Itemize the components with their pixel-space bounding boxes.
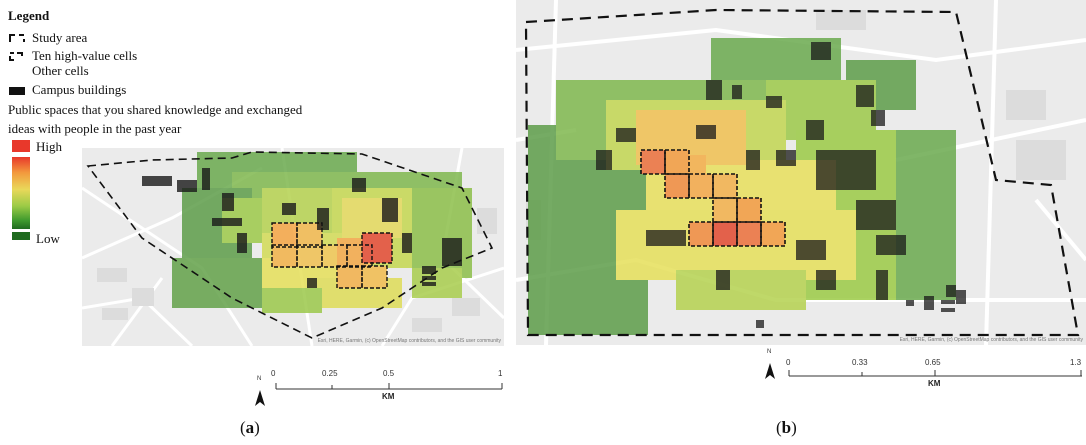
legend-label: Other cells <box>32 63 89 78</box>
scale-bar-b: 0 0.33 0.65 1.3 KM <box>786 356 1082 396</box>
map-panel-a: Esri, HERE, Garmin, (c) OpenStreetMap co… <box>82 148 504 346</box>
map-a-study-area-outline <box>86 151 494 339</box>
scale-tick: 0.33 <box>852 358 868 367</box>
scale-tick: 0 <box>271 369 276 378</box>
scale-unit: KM <box>382 392 395 401</box>
ramp-low-swatch <box>12 232 30 240</box>
scale-tick: 1.3 <box>1070 358 1082 367</box>
color-ramp <box>12 157 30 229</box>
scale-unit: KM <box>928 379 941 388</box>
caption-b: (b) <box>776 418 797 437</box>
legend-item-study-area: Study area <box>8 30 87 46</box>
map-b-campus-buildings <box>596 42 966 328</box>
campus-building-symbol <box>8 84 26 96</box>
map-a-canvas <box>82 148 504 346</box>
study-area-symbol <box>8 32 26 44</box>
map-b-study-area-outline <box>524 8 1080 337</box>
scale-tick: 0.25 <box>322 369 338 378</box>
north-arrow-icon: N <box>252 376 268 408</box>
high-value-cell-symbol <box>8 50 26 62</box>
ramp-high-swatch <box>12 140 30 152</box>
ramp-high-label: High <box>36 139 62 154</box>
map-b-heat-cells <box>528 38 956 335</box>
other-cells-symbol <box>8 65 26 77</box>
caption-a: (a) <box>240 418 260 437</box>
legend-item-campus-buildings: Campus buildings <box>8 82 126 98</box>
scale-tick: 0 <box>786 358 791 367</box>
map-panel-b: Esri, HERE, Garmin, (c) OpenStreetMap co… <box>516 0 1086 345</box>
scale-bar-a: 0 0.25 0.5 1 KM <box>271 369 506 409</box>
scale-tick: 1 <box>498 369 503 378</box>
north-label: N <box>767 349 772 355</box>
scale-tick: 0.65 <box>925 358 941 367</box>
ramp-low-label: Low <box>36 231 60 246</box>
map-a-high-value-cells <box>271 222 393 289</box>
legend-label: Study area <box>32 30 88 45</box>
map-b-canvas <box>516 0 1086 345</box>
legend-label: Ten high-value cells <box>32 48 138 63</box>
map-a-heat-cells <box>172 152 472 313</box>
map-a-attribution: Esri, HERE, Garmin, (c) OpenStreetMap co… <box>317 338 501 344</box>
north-label: N <box>257 376 262 382</box>
legend-description: Public spaces that you shared knowledge … <box>8 102 303 136</box>
map-a-campus-buildings <box>142 168 462 288</box>
legend-title: Legend <box>8 8 50 23</box>
scale-tick: 0.5 <box>383 369 395 378</box>
map-b-high-value-cells <box>640 149 786 247</box>
legend-item-high-value-cells: Ten high-value cells <box>8 48 137 64</box>
legend-label: Campus buildings <box>32 82 127 97</box>
map-b-attribution: Esri, HERE, Garmin, (c) OpenStreetMap co… <box>899 337 1083 343</box>
north-arrow-icon: N <box>762 349 778 381</box>
map-a-basemap-blocks <box>97 208 497 332</box>
legend-item-other-cells: Other cells <box>8 63 89 79</box>
